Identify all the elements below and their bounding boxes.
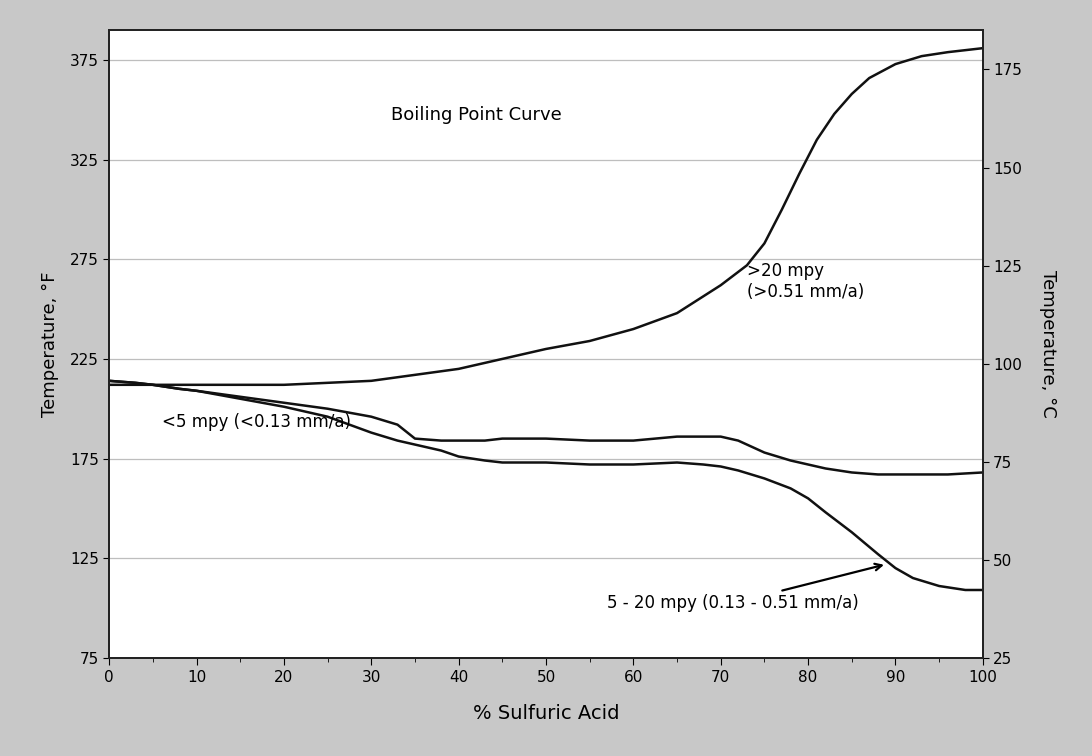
X-axis label: % Sulfuric Acid: % Sulfuric Acid xyxy=(473,704,619,723)
Text: Boiling Point Curve: Boiling Point Curve xyxy=(391,106,561,123)
Y-axis label: Temperature, °F: Temperature, °F xyxy=(40,271,59,417)
Text: <5 mpy (<0.13 mm/a): <5 mpy (<0.13 mm/a) xyxy=(162,413,351,431)
Text: 5 - 20 mpy (0.13 - 0.51 mm/a): 5 - 20 mpy (0.13 - 0.51 mm/a) xyxy=(607,564,881,612)
Text: >20 mpy
(>0.51 mm/a): >20 mpy (>0.51 mm/a) xyxy=(747,262,864,301)
Y-axis label: Temperature, °C: Temperature, °C xyxy=(1038,270,1057,418)
